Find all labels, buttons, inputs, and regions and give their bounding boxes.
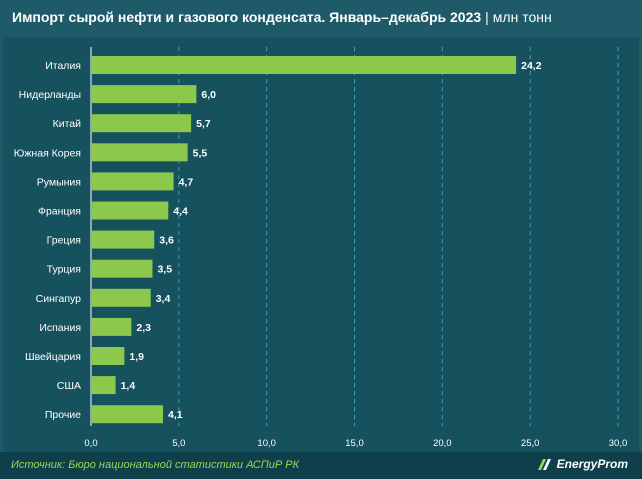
x-tick-label: 15,0 <box>345 438 364 449</box>
x-tick-label: 5,0 <box>172 438 185 449</box>
bar <box>91 288 151 307</box>
bar <box>91 376 116 395</box>
value-label: 3,5 <box>157 264 172 276</box>
category-label: Испания <box>39 322 81 334</box>
category-label: США <box>57 380 81 392</box>
bar <box>91 85 197 104</box>
logo-text: EnergyProm <box>556 457 628 471</box>
x-tick-label: 30,0 <box>609 438 628 449</box>
bar <box>91 114 192 133</box>
category-label: Прочие <box>45 409 81 421</box>
value-label: 3,4 <box>156 293 171 305</box>
category-label: Южная Корея <box>14 147 81 159</box>
bar <box>91 405 164 424</box>
bar <box>91 201 169 220</box>
value-label: 4,7 <box>179 176 194 188</box>
value-label: 3,6 <box>159 235 174 247</box>
logo-icon <box>537 459 551 470</box>
value-label: 1,4 <box>121 380 136 392</box>
header: Импорт сырой нефти и газового конденсата… <box>0 0 642 36</box>
category-label: Нидерланды <box>19 89 81 101</box>
chart-title: Импорт сырой нефти и газового конденсата… <box>12 9 552 25</box>
bar <box>91 172 174 191</box>
bar <box>91 259 153 278</box>
bar <box>91 143 188 162</box>
value-label: 5,7 <box>196 118 211 130</box>
bar <box>91 230 155 249</box>
energyprom-logo: EnergyProm <box>537 457 628 471</box>
bar <box>91 347 125 365</box>
x-tick-label: 20,0 <box>433 438 452 449</box>
value-label: 4,1 <box>168 409 183 421</box>
category-label: Румыния <box>37 176 81 188</box>
value-label: 5,5 <box>193 147 208 159</box>
chart-title-main: Импорт сырой нефти и газового конденсата… <box>12 9 482 25</box>
x-tick-label: 25,0 <box>521 438 540 449</box>
category-label: Италия <box>45 60 81 72</box>
category-label: Швейцария <box>25 351 81 363</box>
bar <box>91 56 517 74</box>
chart-unit: млн тонн <box>492 9 552 25</box>
value-label: 6,0 <box>201 89 216 101</box>
footer: Источник: Бюро национальной статистики А… <box>0 452 642 479</box>
source-note: Источник: Бюро национальной статистики А… <box>11 459 300 471</box>
value-label: 1,9 <box>129 351 144 363</box>
value-label: 24,2 <box>521 60 542 72</box>
value-label: 2,3 <box>136 322 151 334</box>
category-label: Франция <box>38 206 81 218</box>
x-tick-label: 0,0 <box>84 438 97 449</box>
title-separator: | <box>485 9 489 25</box>
category-label: Сингапур <box>36 293 82 305</box>
category-label: Китай <box>53 118 82 130</box>
bar-layer <box>91 56 517 424</box>
label-layer: 0,0 5,0 10,0 15,0 20,0 25,0 30,0 Италия 24,2 Ниде… <box>14 60 627 449</box>
bar-chart: 0,0 5,0 10,0 15,0 20,0 25,0 30,0 Италия 24,2 Ниде… <box>14 47 627 449</box>
x-tick-label: 10,0 <box>257 438 276 449</box>
category-label: Турция <box>47 264 81 276</box>
value-label: 4,4 <box>173 206 188 218</box>
category-label: Греция <box>47 235 81 247</box>
bar <box>91 317 132 336</box>
